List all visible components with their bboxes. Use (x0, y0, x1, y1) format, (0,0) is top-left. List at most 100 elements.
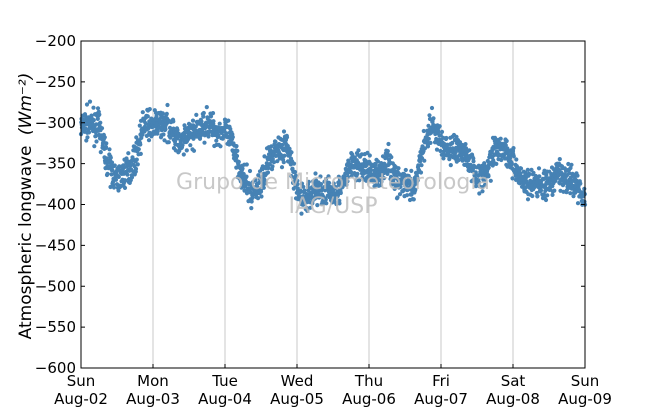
data-point (385, 171, 390, 176)
data-point (299, 211, 304, 216)
data-point (256, 173, 261, 178)
x-axis: SunAug-02MonAug-03TueAug-04WedAug-05ThuA… (54, 364, 612, 408)
data-point (247, 168, 253, 174)
data-point (84, 102, 90, 107)
data-point (147, 107, 152, 112)
data-point (249, 206, 254, 211)
data-point (473, 170, 478, 175)
data-point (566, 161, 571, 167)
data-point (126, 151, 131, 156)
data-point (180, 143, 185, 148)
x-tick-label-day: Wed (281, 372, 314, 390)
data-point (510, 176, 515, 181)
data-point (123, 178, 128, 183)
data-point (368, 168, 373, 173)
data-point (299, 181, 305, 186)
data-point (216, 133, 221, 138)
x-tick-label-date: Aug-03 (126, 390, 180, 408)
data-point (122, 185, 128, 190)
data-point (201, 110, 206, 116)
data-point (468, 162, 473, 167)
data-point (94, 139, 99, 144)
data-point (323, 197, 328, 202)
y-tick-label: −300 (35, 114, 76, 132)
data-point (301, 184, 306, 189)
data-point (494, 161, 499, 166)
data-point (210, 111, 216, 116)
data-point (419, 163, 424, 168)
data-point (389, 155, 394, 160)
data-point (386, 141, 391, 147)
data-point (163, 127, 168, 132)
data-point (403, 167, 408, 173)
data-point (569, 162, 574, 167)
data-point (116, 188, 121, 193)
x-tick-label-date: Aug-08 (486, 390, 540, 408)
data-point (536, 166, 542, 171)
data-point (422, 158, 427, 163)
data-point (244, 162, 249, 167)
data-point (155, 129, 160, 134)
y-tick-label: −550 (35, 318, 76, 336)
data-point (273, 139, 278, 144)
data-point (357, 178, 362, 183)
data-point (129, 175, 135, 180)
data-point (463, 142, 468, 147)
data-point (518, 166, 524, 171)
data-point (398, 184, 403, 189)
data-point (463, 146, 469, 151)
data-point (450, 140, 455, 145)
data-point (87, 99, 93, 104)
data-point (457, 140, 463, 145)
data-point (204, 105, 209, 110)
data-point (426, 136, 431, 141)
data-point (425, 144, 431, 149)
data-point (348, 170, 354, 175)
y-tick-label: −600 (35, 359, 76, 377)
data-point (164, 111, 169, 116)
data-point (318, 174, 323, 179)
data-point (184, 148, 189, 153)
data-point (281, 129, 287, 134)
data-point (306, 188, 311, 193)
data-point (107, 147, 112, 152)
data-point (279, 165, 285, 170)
data-point (235, 148, 240, 153)
data-point (240, 166, 245, 171)
data-point (346, 159, 351, 164)
data-point (95, 106, 101, 111)
data-point (543, 197, 549, 203)
data-point (518, 171, 523, 176)
watermark-line-2: IAG/USP (289, 194, 378, 219)
data-point (421, 128, 426, 134)
data-point (575, 173, 580, 178)
data-point (154, 114, 159, 119)
data-point (525, 197, 531, 202)
data-point (409, 168, 414, 173)
data-point (259, 194, 264, 199)
data-point (467, 148, 472, 153)
data-point (391, 176, 397, 182)
data-point (354, 178, 359, 183)
data-point (249, 199, 254, 204)
data-point (434, 147, 440, 152)
data-point (113, 177, 119, 182)
data-point (550, 192, 555, 197)
data-point (344, 182, 349, 187)
data-point (171, 119, 176, 124)
data-point (578, 181, 583, 186)
y-tick-label: −250 (35, 73, 76, 91)
data-point (103, 145, 109, 150)
data-point (291, 161, 297, 166)
data-point (473, 184, 479, 189)
data-point (145, 114, 150, 119)
data-point (547, 181, 552, 186)
data-point (116, 174, 121, 179)
data-point (445, 142, 450, 147)
data-point (379, 179, 384, 184)
data-point (282, 153, 287, 158)
data-point (140, 110, 145, 115)
data-point (98, 150, 103, 155)
data-point (140, 132, 145, 137)
